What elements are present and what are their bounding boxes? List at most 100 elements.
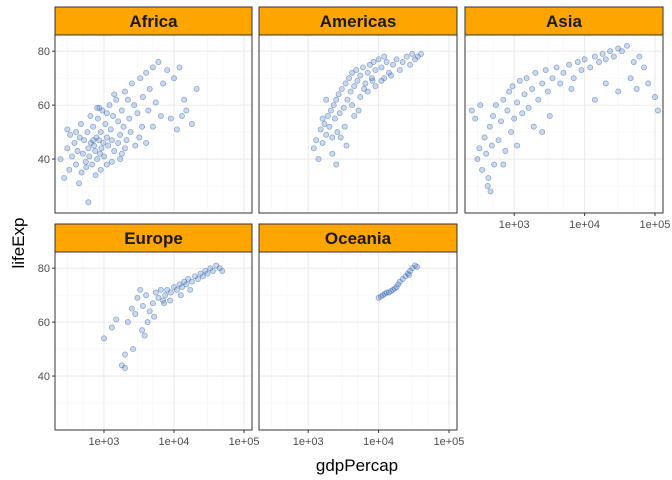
data-point	[96, 137, 102, 144]
facet-oceania: Oceania 1e+03 1e+04 1e+05	[258, 223, 464, 448]
data-point	[340, 104, 347, 111]
data-point	[495, 137, 502, 144]
x-tick-label: 1e+03	[499, 219, 530, 231]
data-point	[124, 96, 131, 103]
data-point	[74, 148, 81, 154]
facet-strip-label: Europe	[124, 229, 183, 248]
data-point	[370, 59, 377, 65]
data-point	[128, 305, 135, 312]
data-point	[652, 94, 658, 100]
data-point	[570, 75, 577, 82]
data-point	[139, 123, 146, 130]
data-point	[568, 85, 575, 92]
data-point	[557, 80, 564, 87]
data-point	[200, 273, 206, 280]
data-point	[406, 271, 412, 278]
data-point	[627, 75, 634, 82]
data-point	[92, 148, 99, 154]
data-point	[511, 115, 518, 122]
data-point	[523, 75, 530, 82]
data-point	[399, 59, 406, 65]
data-point	[139, 94, 146, 100]
data-point	[124, 319, 131, 326]
data-point	[330, 102, 337, 109]
facet-strip-label: Oceania	[325, 229, 392, 248]
y-tick-label: 60	[38, 100, 50, 112]
data-point	[139, 302, 146, 309]
data-point	[122, 365, 128, 371]
facet-strip-label: Asia	[546, 12, 582, 31]
data-point	[472, 115, 479, 122]
facet-americas: Americas	[258, 6, 458, 214]
data-point	[591, 53, 598, 60]
panel-background	[465, 35, 663, 213]
data-point	[337, 134, 344, 141]
data-point	[498, 118, 504, 125]
data-point	[204, 270, 211, 277]
data-point	[413, 263, 420, 270]
data-point	[347, 88, 354, 95]
data-point	[162, 292, 169, 299]
data-point	[624, 42, 630, 49]
y-tick-label: 80	[38, 263, 50, 275]
data-point	[610, 53, 617, 60]
data-point	[645, 80, 652, 87]
data-point	[90, 137, 97, 144]
data-point	[113, 316, 120, 323]
data-point	[161, 300, 167, 307]
data-point	[633, 85, 640, 92]
facet-strip	[464, 6, 664, 36]
data-point	[103, 134, 110, 141]
data-point	[188, 121, 195, 127]
data-point	[151, 313, 158, 320]
data-point	[187, 286, 194, 293]
data-point	[94, 156, 101, 163]
data-point	[403, 53, 410, 60]
data-point	[504, 107, 511, 114]
data-point	[106, 102, 113, 109]
data-point	[157, 286, 164, 293]
data-point	[85, 199, 92, 206]
data-point	[396, 67, 403, 74]
data-point	[81, 137, 88, 144]
data-point	[108, 137, 115, 144]
data-point	[357, 72, 364, 79]
data-point	[82, 158, 89, 165]
data-point	[64, 145, 71, 152]
data-point	[64, 126, 71, 133]
data-point	[91, 142, 97, 149]
data-point	[336, 110, 343, 117]
data-point	[529, 85, 536, 92]
data-point	[143, 69, 150, 76]
data-point	[143, 139, 150, 146]
y-tick-label: 40	[38, 154, 50, 166]
data-point	[122, 145, 128, 152]
facet-strip-label: Africa	[129, 12, 178, 31]
data-point	[87, 112, 94, 119]
data-point	[79, 150, 86, 157]
data-point	[171, 75, 177, 82]
data-point	[132, 142, 139, 149]
data-point	[103, 161, 110, 168]
data-point	[122, 351, 128, 358]
data-point	[476, 145, 483, 152]
data-point	[619, 48, 625, 55]
data-point	[491, 161, 498, 168]
data-point	[468, 107, 475, 114]
data-point	[98, 145, 105, 152]
data-point	[86, 153, 93, 160]
data-point	[418, 50, 424, 57]
data-point	[193, 85, 200, 92]
data-point	[388, 72, 394, 79]
data-point	[333, 96, 340, 103]
data-point	[179, 284, 185, 291]
data-point	[599, 50, 606, 57]
data-point	[361, 85, 367, 92]
data-point	[101, 153, 107, 160]
data-point	[490, 112, 496, 119]
data-point	[542, 67, 549, 74]
data-point	[167, 115, 174, 122]
data-point	[530, 123, 537, 130]
